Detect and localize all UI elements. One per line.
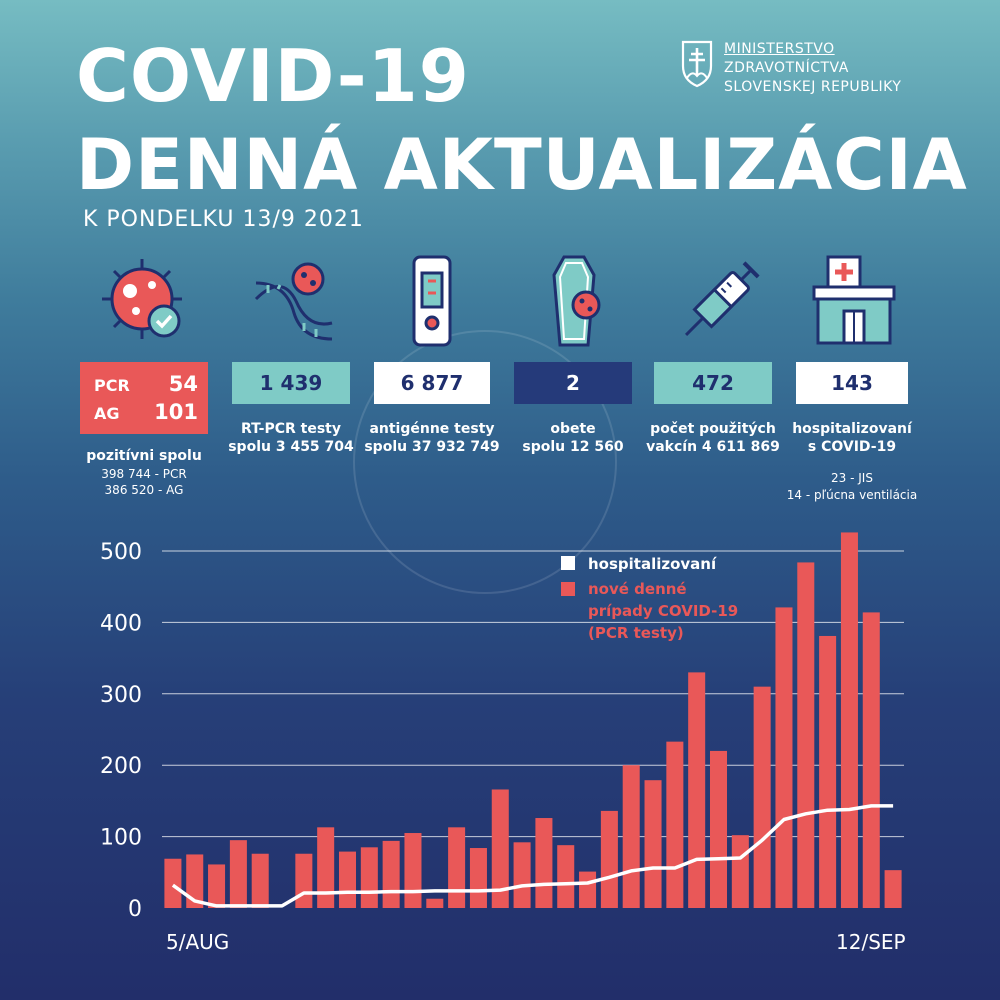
bar-18 [557,845,575,908]
virus-check-icon [102,259,182,339]
rtpcr-label-line1: RT-PCR testy [241,421,341,437]
ministry-logo: MINISTERSTVO ZDRAVOTNÍCTVA SLOVENSKEJ RE… [680,40,901,97]
bar-13 [448,827,466,908]
bar-15 [491,789,509,908]
vaccines-label-line2: vakcín 4 611 869 [646,439,780,455]
bar-16 [513,842,531,908]
bar-27 [753,686,771,908]
y-tick-label-200: 200 [100,754,142,779]
deaths-label-line1: obete [550,421,596,437]
legend-label-cases-line3: (PCR testy) [588,624,684,642]
deaths-label-line2: spolu 12 560 [522,439,624,455]
coffin-virus-icon [552,255,601,347]
y-tick-label-300: 300 [100,683,142,708]
positive-sub-ag: 386 520 - AG [104,483,184,497]
bar-11 [404,833,422,908]
report-date: K PONDELKU 13/9 2021 [83,207,364,232]
ministry-line-2: ZDRAVOTNÍCTVA [724,60,849,76]
chart-line [171,804,894,908]
bar-2 [208,864,226,908]
legend-swatch-cases [561,582,575,596]
legend-label-cases-line1: nové denné [588,580,687,598]
bar-21 [622,765,640,908]
antigen-label-line2: spolu 37 932 749 [364,439,500,455]
chart-legend: hospitalizovaní nové denné prípady COVID-1… [561,555,738,642]
pcr-value: 54 [168,372,198,396]
ministry-line-3: SLOVENSKEJ REPUBLIKY [724,79,902,95]
bar-12 [426,898,444,908]
bar-24 [688,672,706,908]
bar-8 [338,851,357,908]
antigen-label-line1: antigénne testy [369,421,495,437]
chart-grid: 0 100 200 300 400 500 [100,540,904,922]
hospital-label-line1: hospitalizovaní [792,421,912,437]
vaccines-label: počet použitých vakcín 4 611 869 [644,420,782,456]
bar-14 [469,848,487,908]
title-line-2: DENNÁ AKTUALIZÁCIA [76,124,968,206]
bar-29 [797,562,815,908]
bar-26 [731,835,749,908]
pcr-label: PCR [94,376,130,395]
bar-22 [644,780,662,908]
bar-32 [862,612,880,908]
bar-31 [840,532,858,908]
bar-1 [186,854,204,908]
y-tick-label-500: 500 [100,540,142,565]
bar-10 [382,840,400,908]
x-end-label: 12/SEP [836,930,906,954]
vaccines-label-line1: počet použitých [650,421,776,437]
rtpcr-label-line2: spolu 3 455 704 [228,439,354,455]
chart-bars [164,532,902,908]
bar-23 [666,741,684,908]
deaths-label: obete spolu 12 560 [514,420,632,456]
antigen-label: antigénne testy spolu 37 932 749 [364,420,500,456]
ag-value: 101 [154,400,198,424]
bar-19 [579,871,597,908]
bar-4 [251,853,269,908]
x-start-label: 5/AUG [166,930,230,954]
bar-7 [317,827,335,908]
bar-3 [229,840,247,908]
hospital-label: hospitalizovaní s COVID-19 [786,420,918,456]
bar-0 [164,858,182,908]
antigen-test-icon [412,255,452,347]
positive-sub-pcr: 398 744 - PCR [101,467,187,481]
bar-17 [535,818,553,908]
rtpcr-box: 1 439 [232,362,350,404]
ministry-line-1: MINISTERSTVO [724,41,835,57]
legend-swatch-hospitalized [561,556,575,570]
bar-33 [884,870,902,908]
cases-chart: 0 100 200 300 400 500 hospitalizovaní nové den… [100,532,904,922]
positive-cases-box: PCR 54 AG 101 [80,362,208,434]
vaccines-box: 472 [654,362,772,404]
syringe-icon [684,261,760,337]
bar-9 [360,847,378,908]
coat-of-arms-icon [681,40,713,88]
antigen-box: 6 877 [374,362,490,404]
dna-virus-icon [254,262,333,341]
positive-label: pozitívni spolu [86,448,202,464]
legend-label-hospitalized: hospitalizovaní [588,555,717,573]
hospital-sub-ventilation: 14 - pľúcna ventilácia [786,488,918,502]
bar-6 [295,853,313,908]
hospital-icon [812,255,896,345]
title-line-1: COVID-19 [76,34,470,118]
hospitalized-line [171,804,894,908]
deaths-box: 2 [514,362,632,404]
ag-label: AG [94,404,120,423]
bar-28 [775,607,793,908]
y-tick-label-0: 0 [128,897,142,922]
hospital-label-line2: s COVID-19 [807,439,897,455]
watermark-circle [353,330,617,594]
bar-25 [709,750,728,908]
y-tick-label-100: 100 [100,826,142,851]
hospital-sub-jis: 23 - JIS [831,471,873,485]
bar-30 [819,635,837,908]
y-tick-label-400: 400 [100,611,142,636]
legend-label-cases-line2: prípady COVID-19 [588,602,738,620]
hospital-box: 143 [796,362,908,404]
bar-20 [600,810,618,908]
rtpcr-label: RT-PCR testy spolu 3 455 704 [226,420,356,456]
